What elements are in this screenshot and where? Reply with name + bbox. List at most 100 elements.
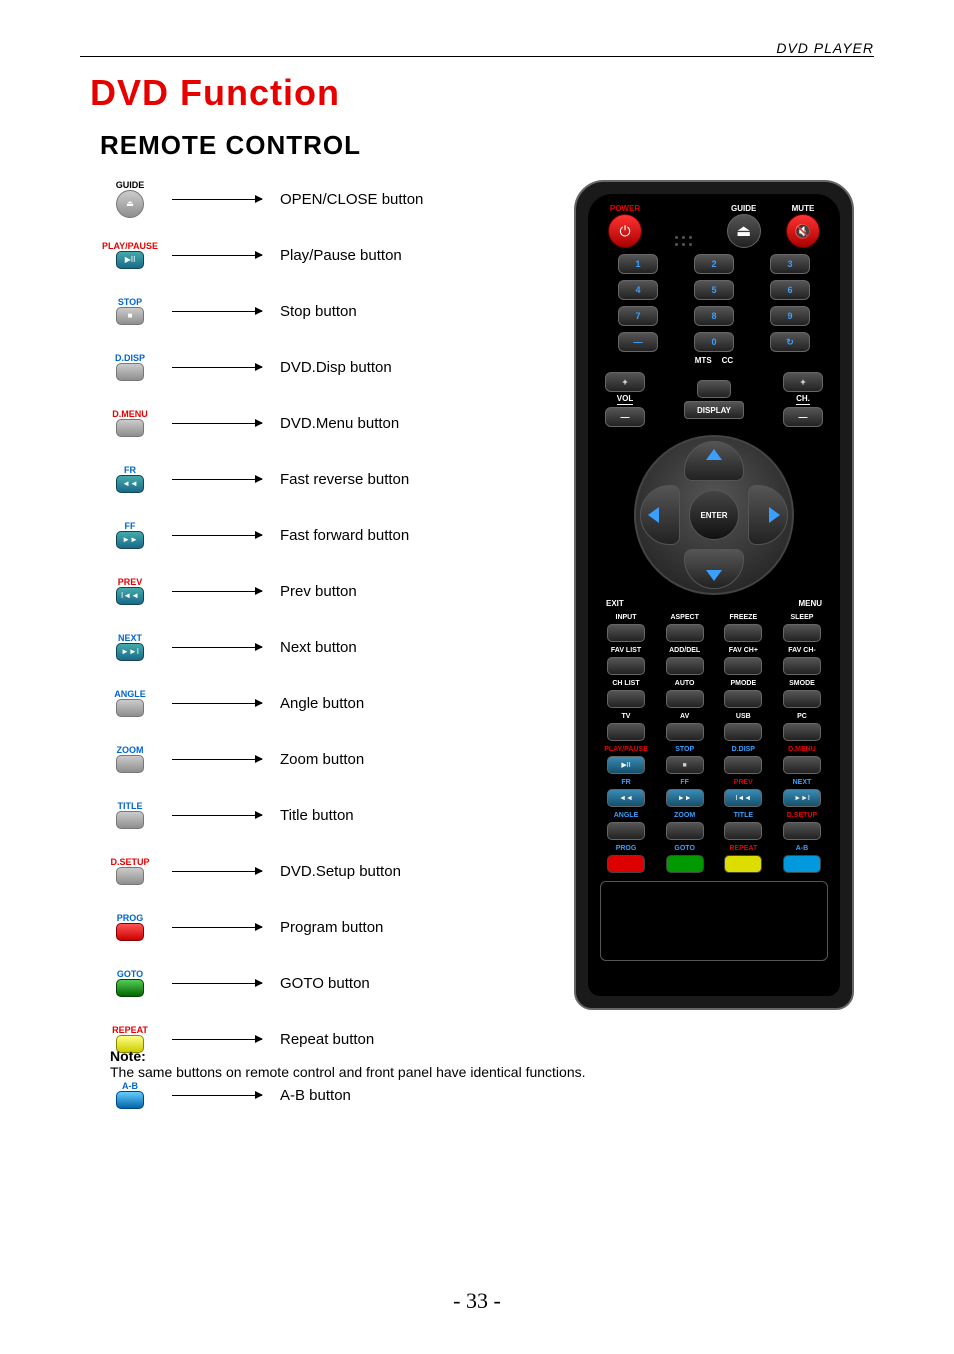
remote-func-button[interactable] [724,822,762,840]
note-body: The same buttons on remote control and f… [110,1064,586,1080]
arrow-icon [172,535,262,536]
numpad-button[interactable]: 1 [618,254,658,274]
arrow-icon [172,1095,262,1096]
remote-func-button[interactable]: ►►I [783,789,821,807]
legend-button-label: NEXT [118,634,142,643]
remote-func-label: NEXT [793,779,812,786]
remote-func-label: FREEZE [730,614,758,621]
remote-func-label: D.DISP [732,746,755,753]
legend-row: D.SETUPDVD.Setup button [100,857,430,885]
legend-row: FR◄◄Fast reverse button [100,465,430,493]
numpad-button[interactable]: 2 [694,254,734,274]
legend-button-icon [116,363,144,381]
mute-button[interactable]: 🔇 [786,214,820,248]
remote-func-button[interactable]: ■ [666,756,704,774]
numpad-button[interactable]: 7 [618,306,658,326]
legend-button-icon [116,923,144,941]
legend-button-label: D.MENU [112,410,148,419]
numpad-button[interactable]: 5 [694,280,734,300]
remote-func-button[interactable]: ▶II [607,756,645,774]
numpad-button[interactable]: — [618,332,658,352]
legend-row: FF►►Fast forward button [100,521,430,549]
vol-up-button[interactable]: + [605,372,645,392]
remote-func-button[interactable] [783,756,821,774]
numpad-button[interactable]: 3 [770,254,810,274]
numpad-row: 7 8 9 [600,306,828,326]
legend-button-label: FF [125,522,136,531]
remote-func-label: FAV CH+ [729,647,758,654]
remote-func-button[interactable] [607,690,645,708]
remote-func-button[interactable] [783,855,821,873]
numpad-button[interactable]: 8 [694,306,734,326]
remote-func-button[interactable]: ◄◄ [607,789,645,807]
remote-func-button[interactable] [607,624,645,642]
remote-func-button[interactable] [783,723,821,741]
remote-func-label: TITLE [734,812,753,819]
arrow-icon [172,703,262,704]
legend-button-icon: ◄◄ [116,475,144,493]
vol-label: VOL [617,394,633,405]
legend-button-label: ZOOM [117,746,144,755]
remote-func-label: SLEEP [790,614,813,621]
remote-func-button[interactable] [666,690,704,708]
remote-body: POWER⏻ GUIDE⏏ MUTE🔇 123456789—0↻ MTS CC … [574,180,854,1010]
arrow-icon [172,815,262,816]
remote-func-button[interactable] [666,723,704,741]
cc-label: CC [722,356,734,365]
remote-func-label: PROG [616,845,637,852]
numpad: 1 2 3 4 5 6 7 8 9 — 0 ↻ [600,254,828,352]
legend-row: PLAY/PAUSE▶IIPlay/Pause button [100,241,430,269]
enter-button[interactable]: ENTER [689,490,739,540]
legend-button-label: D.DISP [115,354,145,363]
numpad-button[interactable]: 6 [770,280,810,300]
remote-func-button[interactable] [724,855,762,873]
legend-description: OPEN/CLOSE button [280,191,423,208]
vol-down-button[interactable]: — [605,407,645,427]
remote-func-button[interactable] [724,690,762,708]
remote-func-button[interactable] [724,756,762,774]
legend-button-label: PROG [117,914,144,923]
arrow-up-icon [706,449,722,460]
power-button[interactable]: ⏻ [608,214,642,248]
numpad-row: 4 5 6 [600,280,828,300]
power-label: POWER [610,204,640,213]
remote-func-button[interactable] [783,657,821,675]
exit-menu-row: EXIT MENU [600,599,828,608]
numpad-button[interactable]: 9 [770,306,810,326]
display-button[interactable]: DISPLAY [684,401,744,419]
numpad-row: 1 2 3 [600,254,828,274]
arrow-down-icon [706,570,722,581]
remote-func-button[interactable] [607,822,645,840]
remote-func-button[interactable] [783,690,821,708]
remote-func-button[interactable] [607,723,645,741]
numpad-button[interactable]: ↻ [770,332,810,352]
page-number: - 33 - [0,1288,954,1314]
remote-func-button[interactable] [607,657,645,675]
legend-button-icon [116,419,144,437]
remote-func-button[interactable] [783,822,821,840]
remote-func-button[interactable] [666,624,704,642]
arrow-icon [172,255,262,256]
remote-func-button[interactable] [666,855,704,873]
remote-func-button[interactable]: I◄◄ [724,789,762,807]
remote-func-button[interactable] [666,657,704,675]
legend-description: GOTO button [280,975,370,992]
remote-func-button[interactable] [724,657,762,675]
remote-func-button[interactable] [724,624,762,642]
remote-func-button[interactable]: ►► [666,789,704,807]
remote-func-button[interactable] [666,822,704,840]
remote-func-button[interactable] [724,723,762,741]
mts-button[interactable] [697,380,731,398]
remote-func-label: FR [621,779,630,786]
legend-row: PROGProgram button [100,913,430,941]
numpad-button[interactable]: 0 [694,332,734,352]
arrow-icon [172,983,262,984]
remote-func-button[interactable] [607,855,645,873]
remote-func-label: GOTO [674,845,694,852]
guide-button[interactable]: ⏏ [727,214,761,248]
numpad-button[interactable]: 4 [618,280,658,300]
ch-down-button[interactable]: — [783,407,823,427]
remote-func-button[interactable] [783,624,821,642]
legend-button-label: STOP [118,298,142,307]
ch-up-button[interactable]: + [783,372,823,392]
